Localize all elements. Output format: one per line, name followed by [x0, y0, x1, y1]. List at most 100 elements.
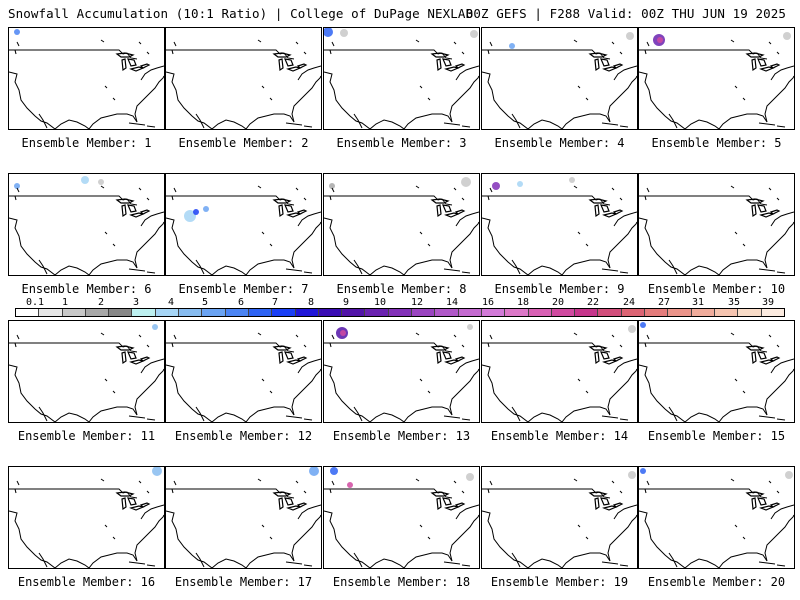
ensemble-member-caption: Ensemble Member: 11	[17, 429, 156, 443]
legend-label: 24	[622, 297, 636, 308]
legend-swatch	[435, 309, 459, 316]
mexico-coastline	[684, 265, 720, 275]
great-lake	[454, 356, 466, 362]
island	[619, 51, 623, 55]
east-coastline	[291, 75, 321, 123]
west-coastline	[166, 364, 213, 422]
island	[573, 39, 578, 43]
island	[128, 122, 146, 126]
island	[14, 488, 17, 494]
legend-swatch	[225, 309, 249, 316]
island	[619, 418, 629, 421]
great-lake	[121, 351, 127, 365]
great-lake	[444, 66, 460, 72]
great-lake	[602, 66, 618, 72]
mexico-coastline	[211, 412, 247, 422]
island	[295, 334, 299, 338]
great-lake	[745, 345, 765, 351]
mexico-coastline	[54, 119, 90, 129]
ensemble-member-caption: Ensemble Member: 8	[336, 282, 467, 296]
legend-swatch	[342, 309, 366, 316]
great-lake	[296, 356, 308, 362]
ensemble-member-caption: Ensemble Member: 6	[21, 282, 152, 296]
legend-swatch	[132, 309, 156, 316]
legend-swatch	[691, 309, 715, 316]
great-lake	[286, 505, 302, 511]
snowfall-area	[14, 29, 20, 35]
island	[14, 342, 17, 348]
snowfall-map	[165, 27, 322, 130]
island	[758, 415, 776, 419]
mexico-coastline	[369, 119, 405, 129]
island	[461, 197, 465, 201]
island	[100, 185, 105, 189]
great-lake	[129, 359, 145, 365]
us-basemap	[324, 467, 479, 568]
island	[329, 195, 332, 201]
island	[427, 536, 431, 540]
legend-swatch	[39, 309, 63, 316]
snowfall-area	[569, 177, 575, 183]
island	[601, 415, 619, 419]
island	[487, 488, 490, 494]
great-lake	[272, 52, 292, 58]
gulf-coastline	[245, 552, 295, 568]
island	[329, 49, 332, 55]
snowfall-map	[638, 173, 795, 276]
island	[573, 332, 578, 336]
northeast-coastline	[297, 504, 321, 520]
great-lake	[127, 497, 137, 506]
island	[285, 561, 303, 565]
northeast-coastline	[455, 504, 479, 520]
snowfall-map	[323, 466, 480, 569]
island	[461, 418, 471, 421]
mexico-coastline	[211, 558, 247, 568]
island	[758, 122, 776, 126]
baja-coastline	[511, 113, 521, 129]
ensemble-member-panel: Ensemble Member: 5	[638, 27, 795, 157]
west-coastline	[639, 510, 686, 568]
us-basemap	[9, 29, 164, 129]
island	[461, 344, 465, 348]
ensemble-member-panel: Ensemble Member: 8	[323, 173, 480, 303]
east-coastline	[607, 75, 637, 123]
ensemble-member-panel: Ensemble Member: 10	[638, 173, 795, 303]
island	[776, 418, 786, 421]
great-lake	[115, 52, 135, 58]
east-coastline	[607, 368, 637, 416]
island	[776, 197, 780, 201]
great-lake	[129, 212, 145, 218]
great-lake	[296, 63, 308, 69]
mexico-coastline	[211, 265, 247, 275]
snowfall-area	[466, 473, 474, 481]
island	[415, 185, 420, 189]
northeast-coastline	[455, 65, 479, 81]
west-coastline	[166, 217, 213, 275]
baja-coastline	[353, 406, 363, 422]
island	[257, 478, 262, 482]
snowfall-map	[323, 173, 480, 276]
legend-swatch	[761, 309, 784, 316]
great-lake	[139, 63, 151, 69]
island	[146, 125, 156, 128]
island	[453, 41, 457, 45]
great-lake	[121, 58, 127, 72]
ensemble-member-caption: Ensemble Member: 7	[178, 282, 309, 296]
island	[303, 490, 307, 494]
west-coastline	[324, 364, 371, 422]
island	[16, 480, 20, 486]
great-lake	[600, 497, 610, 506]
snowfall-area	[517, 181, 523, 187]
island	[331, 41, 335, 47]
ensemble-member-panel: Ensemble Member: 4	[481, 27, 638, 157]
baja-coastline	[511, 552, 521, 568]
island	[646, 187, 650, 193]
legend-swatch	[412, 309, 436, 316]
west-coastline	[639, 217, 686, 275]
legend-swatch	[714, 309, 739, 316]
ensemble-member-caption: Ensemble Member: 2	[178, 136, 309, 150]
great-lake	[436, 351, 442, 365]
island	[269, 97, 273, 101]
snowfall-map	[8, 27, 165, 130]
island	[419, 85, 423, 89]
